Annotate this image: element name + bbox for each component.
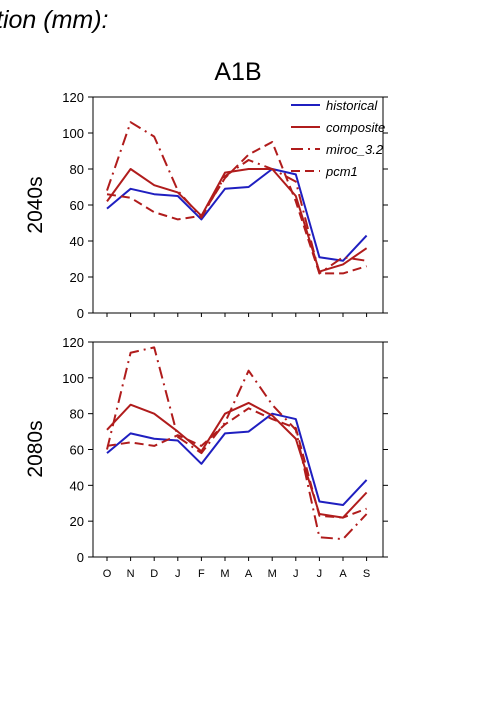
y-tick-label: 40 [70,478,84,493]
x-tick-label: D [150,568,158,580]
y-tick-label: 80 [70,162,84,177]
y-tick-label: 0 [77,306,84,321]
panel-2040s-ylabel: 2040s [24,176,47,233]
series-line-pcm1 [106,141,367,275]
y-tick-label: 60 [70,443,84,458]
page-heading: tion (mm): [0,6,109,34]
panel-2080s-ylabel: 2080s [24,420,47,477]
y-tick-label: 120 [62,90,84,105]
x-tick-label: O [103,568,112,580]
x-tick-label: A [245,568,253,580]
series-line-historical [106,412,368,507]
x-tick-label: J [293,568,299,580]
y-tick-label: 0 [77,550,84,565]
plot-frame [92,341,384,558]
series-line-composite [106,401,368,519]
chart-title: A1B [214,58,261,86]
x-tick-label: J [175,568,181,580]
x-tick-label: M [268,568,277,580]
y-tick-label: 40 [70,234,84,249]
series-line-miroc-3-2 [106,346,368,541]
y-tick-label: 60 [70,198,84,213]
x-tick-label: S [363,568,370,580]
x-tick-label: A [339,568,347,580]
y-tick-label: 100 [62,371,84,386]
y-tick-label: 100 [62,126,84,141]
x-tick-label: N [127,568,135,580]
series-line-pcm1 [106,407,367,519]
y-tick-label: 20 [70,514,84,529]
series-line-composite [106,168,368,273]
y-tick-label: 120 [62,335,84,350]
legend-label: historical [326,98,378,113]
panel-2080s: 0 20 40 60 80 100 120 O N D J F M A M J J A S [62,335,388,580]
legend: historical composite miroc_3.2 pcm1 [291,98,385,179]
x-tick-label: M [220,568,229,580]
legend-label: pcm1 [325,164,358,179]
legend-label: miroc_3.2 [326,142,384,157]
y-tick-label: 80 [70,407,84,422]
x-tick-label: J [317,568,323,580]
legend-label: composite [326,120,385,135]
panel-2040s: 0 20 40 60 80 100 120 [62,90,388,321]
series-line-historical [106,168,368,262]
y-tick-label: 20 [70,270,84,285]
x-tick-label: F [198,568,205,580]
